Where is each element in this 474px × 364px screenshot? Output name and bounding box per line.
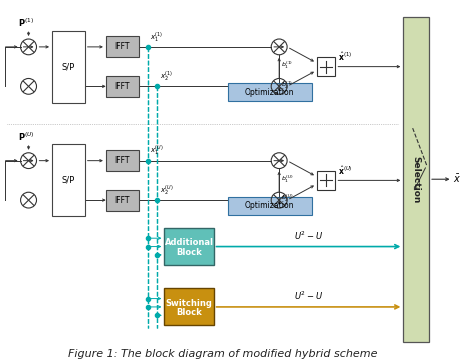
Text: $x_1^{(U)}$: $x_1^{(U)}$ (150, 144, 164, 158)
Text: $x_2^{(1)}$: $x_2^{(1)}$ (160, 70, 173, 84)
Text: $b_2^{(U)}$: $b_2^{(U)}$ (281, 193, 293, 204)
Text: IFFT: IFFT (115, 42, 130, 51)
FancyBboxPatch shape (228, 83, 312, 101)
Text: IFFT: IFFT (115, 156, 130, 165)
Text: $U^2 - U$: $U^2 - U$ (294, 290, 323, 302)
Text: S/P: S/P (62, 176, 75, 185)
FancyBboxPatch shape (106, 190, 138, 210)
Text: Switching: Switching (165, 299, 212, 308)
Text: $\hat{\mathbf{x}}^{(1)}$: $\hat{\mathbf{x}}^{(1)}$ (337, 51, 352, 63)
Text: Selection: Selection (412, 155, 421, 203)
FancyBboxPatch shape (164, 228, 214, 265)
Text: $x_2^{(U)}$: $x_2^{(U)}$ (160, 183, 173, 198)
FancyBboxPatch shape (228, 197, 312, 215)
FancyBboxPatch shape (106, 76, 138, 97)
Text: $x_1^{(1)}$: $x_1^{(1)}$ (150, 30, 164, 44)
Text: $U^2 - U$: $U^2 - U$ (294, 230, 323, 242)
Text: $\mathbf{P}^{(1)}$: $\mathbf{P}^{(1)}$ (18, 17, 34, 29)
FancyBboxPatch shape (164, 288, 214, 325)
Text: Optimization: Optimization (245, 201, 294, 210)
Text: Figure 1: The block diagram of modified hybrid scheme: Figure 1: The block diagram of modified … (68, 349, 378, 359)
Text: S/P: S/P (62, 62, 75, 71)
Text: Block: Block (176, 308, 202, 317)
FancyBboxPatch shape (106, 36, 138, 58)
FancyBboxPatch shape (317, 171, 336, 190)
FancyBboxPatch shape (52, 31, 85, 103)
FancyBboxPatch shape (403, 17, 429, 342)
Text: Optimization: Optimization (245, 88, 294, 97)
Text: $\hat{\mathbf{x}}^{(U)}$: $\hat{\mathbf{x}}^{(U)}$ (337, 165, 352, 177)
Text: $b_1^{(U)}$: $b_1^{(U)}$ (281, 173, 293, 185)
Text: $\bar{x}$: $\bar{x}$ (454, 173, 462, 185)
Text: $b_1^{(1)}$: $b_1^{(1)}$ (281, 59, 293, 71)
Text: IFFT: IFFT (115, 195, 130, 205)
FancyBboxPatch shape (52, 145, 85, 216)
Text: IFFT: IFFT (115, 82, 130, 91)
Text: $b_2^{(1)}$: $b_2^{(1)}$ (281, 79, 293, 91)
Text: Block: Block (176, 248, 202, 257)
Text: Additional: Additional (164, 238, 213, 248)
FancyBboxPatch shape (317, 58, 336, 76)
Text: $\mathbf{P}^{(U)}$: $\mathbf{P}^{(U)}$ (18, 131, 35, 143)
FancyBboxPatch shape (106, 150, 138, 171)
